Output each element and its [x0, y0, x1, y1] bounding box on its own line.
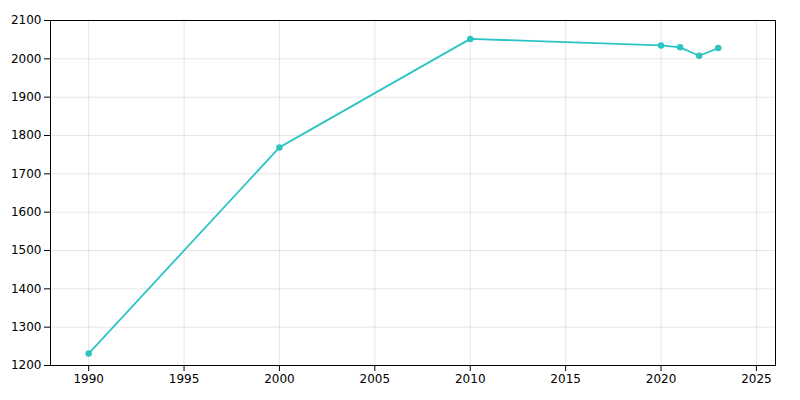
svg-text:1300: 1300	[11, 320, 42, 334]
svg-text:1800: 1800	[11, 128, 42, 142]
svg-text:1400: 1400	[11, 282, 42, 296]
svg-text:1600: 1600	[11, 205, 42, 219]
svg-text:2100: 2100	[11, 13, 42, 27]
svg-text:2005: 2005	[360, 372, 391, 386]
svg-text:2000: 2000	[264, 372, 295, 386]
svg-text:2010: 2010	[455, 372, 486, 386]
svg-text:1500: 1500	[11, 243, 42, 257]
svg-text:2015: 2015	[550, 372, 581, 386]
svg-text:1900: 1900	[11, 90, 42, 104]
svg-text:1700: 1700	[11, 167, 42, 181]
svg-text:1200: 1200	[11, 358, 42, 372]
svg-text:2020: 2020	[646, 372, 677, 386]
svg-text:2000: 2000	[11, 52, 42, 66]
svg-text:1995: 1995	[169, 372, 200, 386]
svg-text:1990: 1990	[73, 372, 104, 386]
svg-text:2025: 2025	[741, 372, 772, 386]
